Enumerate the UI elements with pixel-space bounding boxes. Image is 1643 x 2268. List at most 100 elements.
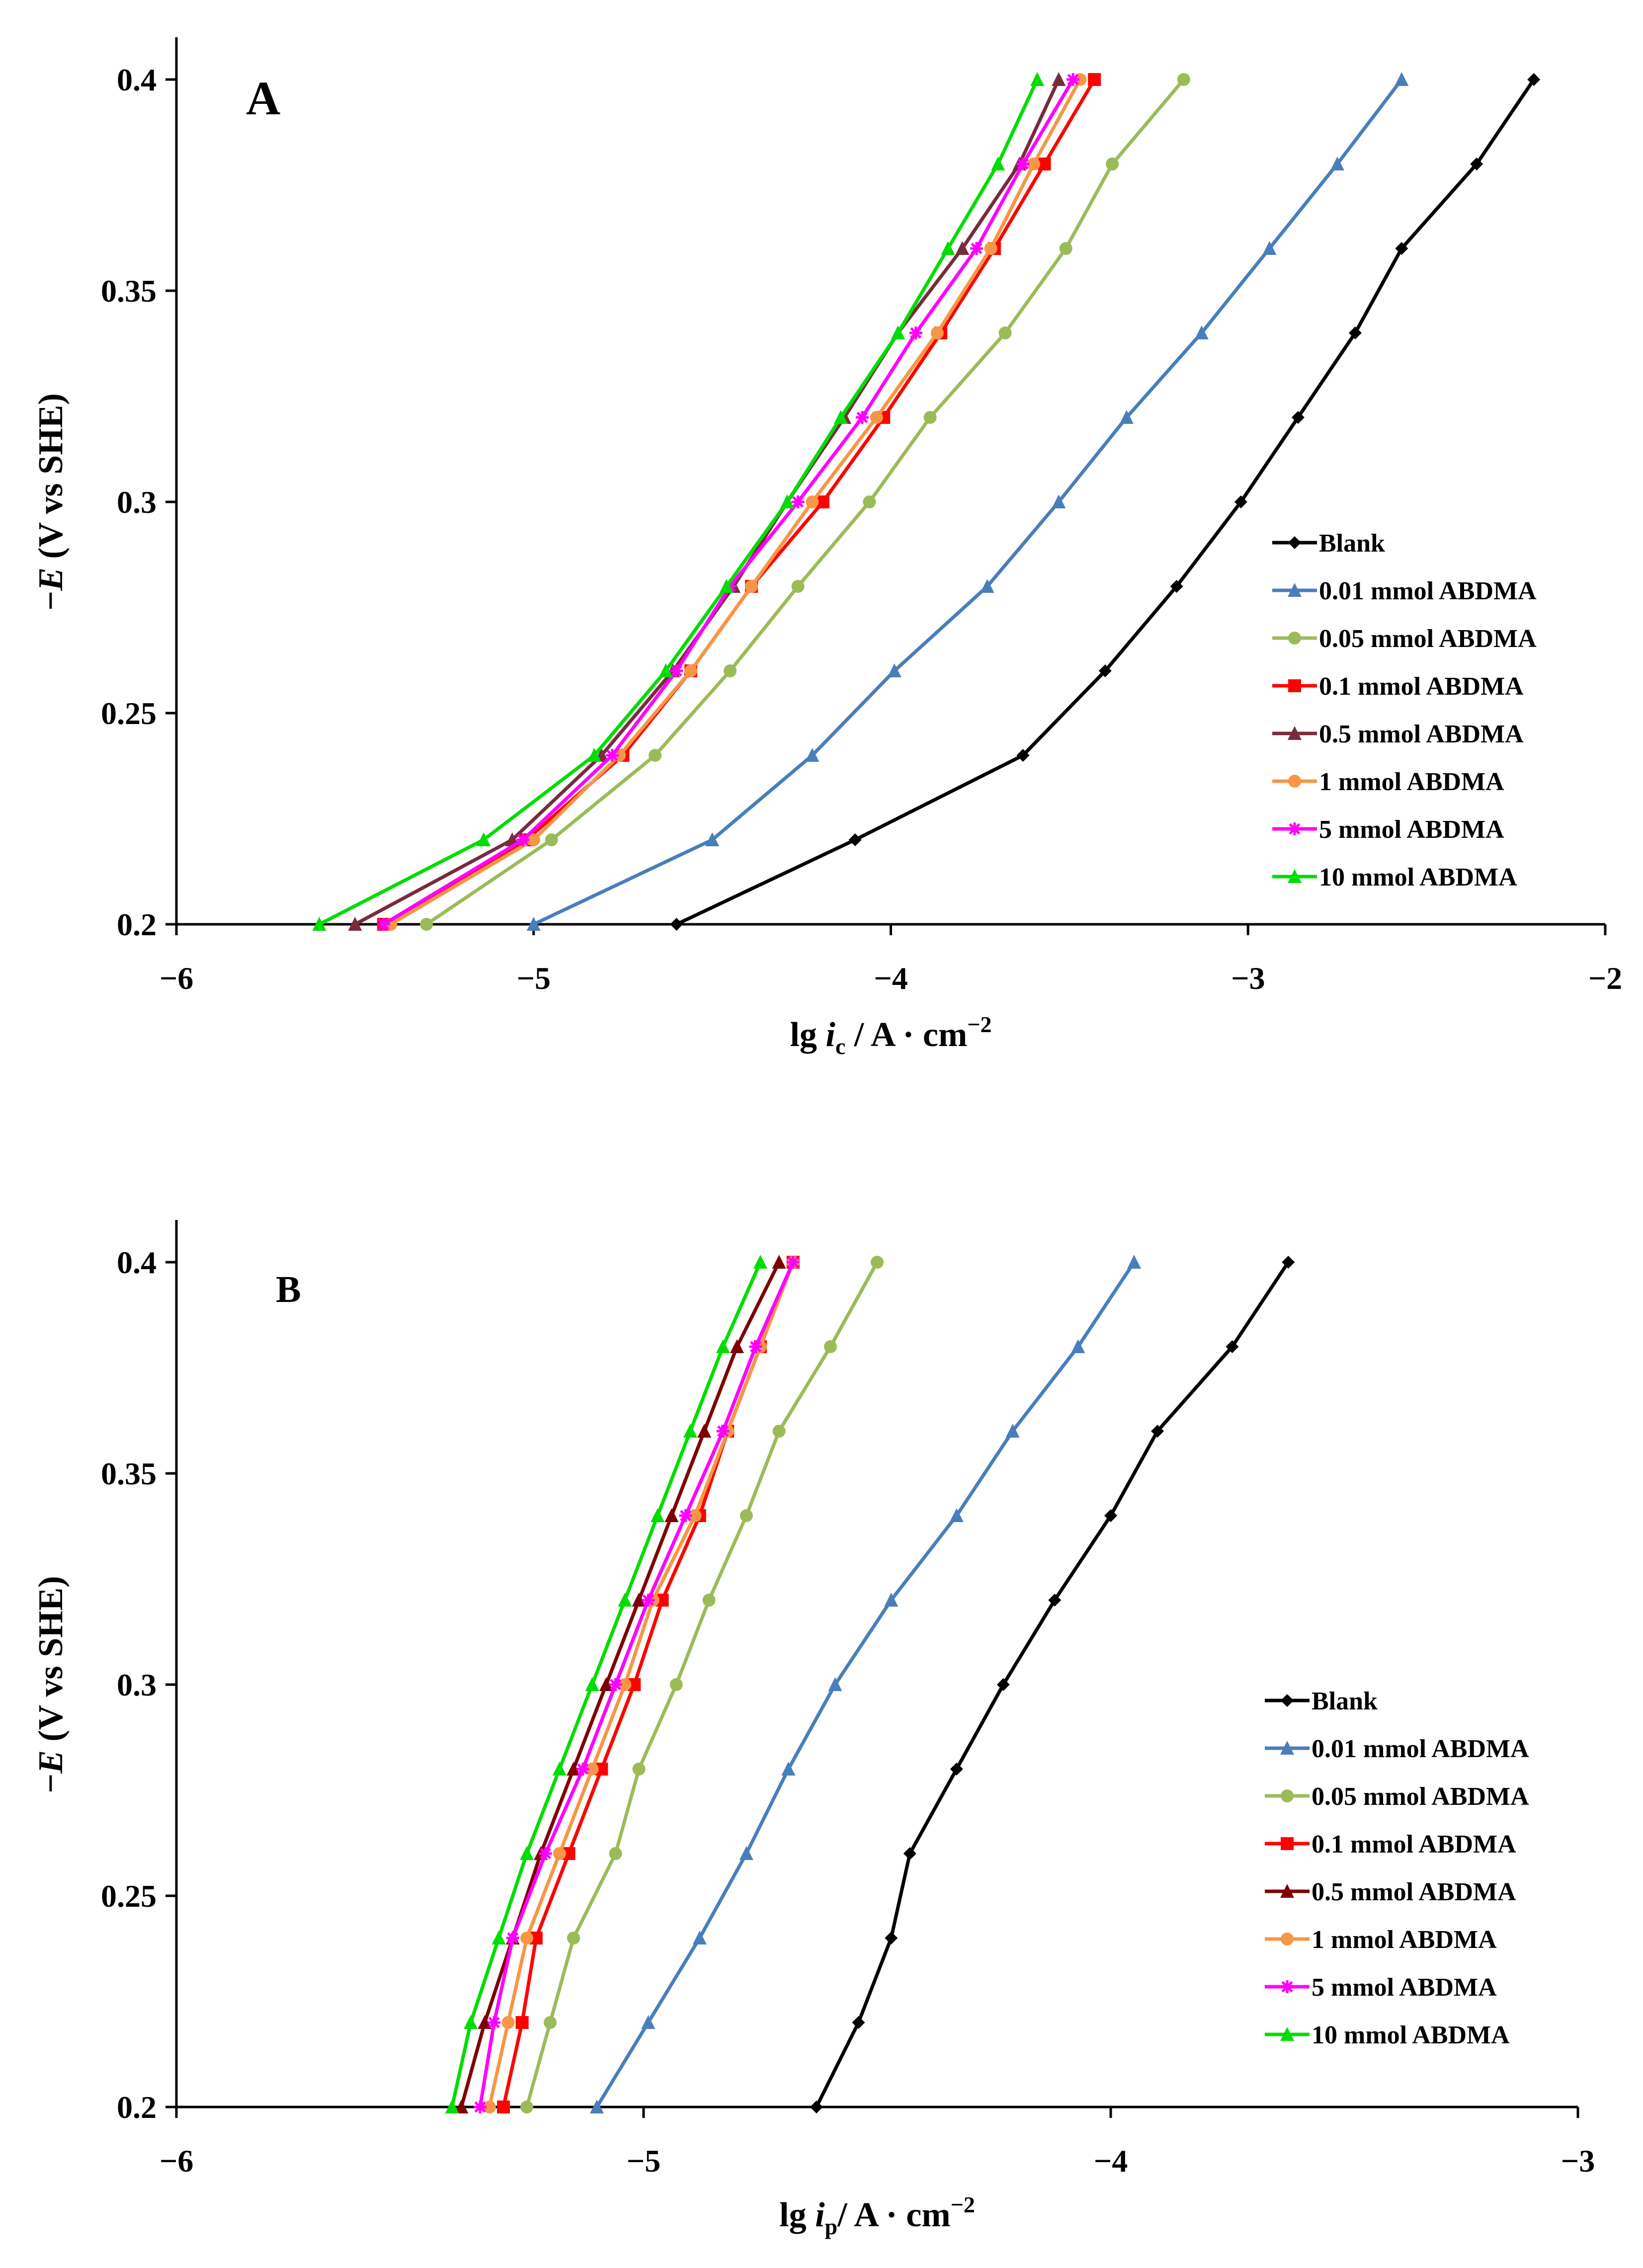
legend-label: 0.05 mmol ABDMA xyxy=(1319,625,1537,653)
data-point xyxy=(1194,325,1209,339)
legend-marker xyxy=(1288,536,1301,549)
data-point xyxy=(852,2016,865,2029)
data-point xyxy=(891,325,905,339)
legend-marker xyxy=(1288,583,1302,597)
data-point xyxy=(651,1508,665,1522)
legend-entry: 5 mmol ABDMA xyxy=(1265,1973,1497,2002)
legend-entry: 0.01 mmol ABDMA xyxy=(1272,577,1537,605)
data-point xyxy=(1030,72,1045,86)
data-point xyxy=(464,2015,478,2029)
data-point xyxy=(683,1424,697,1438)
series-line xyxy=(675,79,1536,926)
x-tick-label: −3 xyxy=(1231,961,1265,996)
data-point xyxy=(520,2101,533,2113)
legend-marker xyxy=(1288,869,1302,883)
data-point xyxy=(641,2015,656,2029)
data-point xyxy=(791,580,805,593)
data-point xyxy=(1119,410,1134,424)
data-point xyxy=(587,748,601,762)
legend-entry: 0.05 mmol ABDMA xyxy=(1265,1782,1529,1811)
data-point xyxy=(730,1339,744,1353)
data-point xyxy=(786,1256,800,1269)
data-point xyxy=(719,579,734,593)
legend-label: 5 mmol ABDMA xyxy=(1312,1973,1497,2002)
x-tick-label: −6 xyxy=(160,961,193,996)
data-point xyxy=(1052,72,1066,86)
data-point xyxy=(609,1847,622,1860)
data-point xyxy=(805,748,820,762)
data-point xyxy=(884,1593,899,1607)
data-point xyxy=(544,2016,557,2029)
data-point xyxy=(567,1762,580,1776)
data-point xyxy=(828,1677,842,1691)
y-tick-label: 0.3 xyxy=(117,485,157,520)
series-line xyxy=(383,79,1096,926)
series-0-05-mmol-abdma xyxy=(420,73,1190,931)
series-line xyxy=(501,1261,795,2107)
data-point xyxy=(492,1931,506,1944)
data-point xyxy=(567,1932,580,1944)
data-point xyxy=(1234,495,1247,508)
data-point xyxy=(1106,158,1119,170)
data-point xyxy=(998,326,1012,339)
legend-label: 0.5 mmol ABDMA xyxy=(1319,720,1524,748)
data-point xyxy=(1527,73,1541,86)
data-point xyxy=(1005,1424,1020,1438)
data-point xyxy=(772,1425,786,1438)
data-point xyxy=(445,2100,459,2113)
data-point xyxy=(697,1424,712,1438)
legend-label: 1 mmol ABDMA xyxy=(1319,768,1504,796)
x-tick-label: −4 xyxy=(874,961,907,996)
legend-label: 0.1 mmol ABDMA xyxy=(1319,672,1524,701)
panel-label: B xyxy=(276,1269,301,1310)
data-point xyxy=(856,411,869,424)
legend-marker xyxy=(1281,1933,1294,1945)
data-point xyxy=(377,918,390,931)
legend-label: 10 mmol ABDMA xyxy=(1312,2021,1510,2049)
legend-marker xyxy=(1280,1741,1294,1755)
y-tick-label: 0.2 xyxy=(117,907,157,942)
data-point xyxy=(745,580,758,593)
data-point xyxy=(526,917,541,931)
data-point xyxy=(1071,1339,1085,1353)
x-axis-title: lg ip/ A · cm−2 xyxy=(779,2192,975,2239)
x-tick-label: −4 xyxy=(1094,2143,1128,2179)
data-point xyxy=(420,918,433,931)
y-tick-label: 0.4 xyxy=(117,62,157,97)
panel-label: A xyxy=(246,72,280,125)
data-point xyxy=(1027,158,1040,170)
data-point xyxy=(649,749,662,762)
series-line xyxy=(488,1261,795,2107)
data-point xyxy=(970,242,983,255)
series-10-mmol-abdma xyxy=(445,1255,767,2113)
x-tick-label: −5 xyxy=(517,961,551,996)
legend-entry: 0.1 mmol ABDMA xyxy=(1265,1830,1516,1859)
data-point xyxy=(848,833,862,846)
data-point xyxy=(1177,73,1190,86)
legend-label: 5 mmol ABDMA xyxy=(1319,815,1504,844)
data-point xyxy=(863,495,876,508)
data-point xyxy=(670,918,683,931)
data-point xyxy=(772,1255,786,1269)
series-line xyxy=(390,79,1082,926)
x-tick-label: −3 xyxy=(1561,2143,1595,2179)
data-point xyxy=(632,1763,646,1776)
data-point xyxy=(642,1594,655,1607)
data-point xyxy=(477,832,491,846)
data-point xyxy=(1151,1425,1164,1438)
data-point xyxy=(520,1932,533,1944)
legend-marker xyxy=(1281,1694,1294,1707)
series-10-mmol-abdma xyxy=(312,72,1045,931)
data-point xyxy=(749,1340,762,1353)
data-point xyxy=(716,1425,730,1438)
legend-entry: 10 mmol ABDMA xyxy=(1272,863,1517,891)
data-point xyxy=(1291,411,1305,424)
data-point xyxy=(1170,580,1183,593)
data-point xyxy=(753,1255,767,1269)
y-axis-title: −E (V vs SHE) xyxy=(32,1576,70,1793)
x-tick-label: −6 xyxy=(160,2143,193,2179)
data-point xyxy=(679,1509,692,1522)
data-point xyxy=(478,2015,492,2029)
legend-entry: 1 mmol ABDMA xyxy=(1265,1926,1497,1954)
data-point xyxy=(669,1678,683,1691)
